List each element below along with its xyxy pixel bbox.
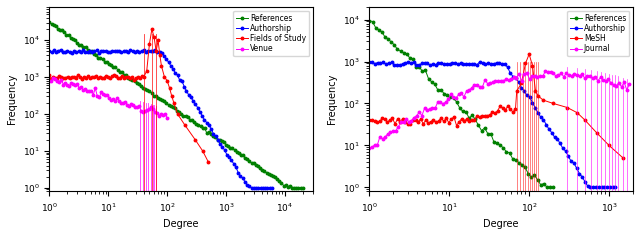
Line: Authorship: Authorship	[368, 60, 616, 189]
References	[549, 186, 557, 189]
Authorship	[255, 186, 262, 189]
Authorship	[440, 63, 448, 66]
Fields of Study	[205, 161, 212, 164]
References	[425, 77, 433, 80]
References	[45, 21, 53, 24]
Authorship	[575, 172, 583, 175]
References	[419, 70, 426, 73]
References	[99, 58, 106, 61]
Authorship	[45, 49, 53, 52]
References	[397, 50, 404, 52]
MeSH	[549, 102, 557, 105]
Authorship	[399, 62, 406, 65]
Authorship	[537, 116, 545, 119]
X-axis label: Degree: Degree	[163, 219, 199, 229]
Authorship	[604, 186, 611, 189]
MeSH	[620, 156, 627, 159]
Fields of Study	[45, 74, 53, 77]
References	[246, 159, 253, 162]
Venue	[122, 100, 129, 103]
References	[220, 140, 228, 143]
Line: References: References	[48, 21, 304, 189]
MeSH	[458, 118, 465, 120]
Authorship	[587, 186, 595, 189]
Line: Authorship: Authorship	[48, 48, 273, 189]
Fields of Study	[148, 28, 156, 31]
Authorship	[570, 162, 578, 164]
Venue	[163, 116, 171, 119]
Venue	[68, 82, 76, 84]
References	[186, 118, 194, 121]
References	[299, 186, 307, 189]
References	[288, 186, 296, 189]
Venue	[45, 79, 53, 82]
Authorship	[180, 85, 188, 88]
Journal	[520, 73, 528, 76]
Venue	[86, 90, 93, 93]
X-axis label: Degree: Degree	[483, 219, 519, 229]
Journal	[541, 70, 549, 72]
MeSH	[522, 62, 529, 65]
Venue	[49, 77, 57, 80]
Legend: References, Authorship, MeSH, Journal: References, Authorship, MeSH, Journal	[567, 11, 629, 56]
Fields of Study	[173, 113, 181, 115]
Authorship	[90, 50, 98, 53]
References	[292, 186, 300, 189]
MeSH	[532, 89, 540, 92]
References	[365, 19, 373, 22]
Authorship	[365, 60, 373, 63]
MeSH	[525, 53, 533, 55]
Y-axis label: Frequency: Frequency	[7, 74, 17, 124]
Journal	[607, 81, 615, 84]
Venue	[77, 86, 85, 88]
Line: Venue: Venue	[48, 77, 168, 119]
Fields of Study	[86, 76, 93, 79]
MeSH	[406, 122, 414, 125]
Line: Fields of Study: Fields of Study	[48, 28, 209, 163]
Authorship	[57, 48, 65, 51]
Line: MeSH: MeSH	[368, 53, 625, 159]
Line: References: References	[368, 19, 554, 189]
Journal	[615, 81, 623, 84]
MeSH	[365, 118, 373, 121]
References	[481, 126, 488, 129]
References	[412, 66, 420, 68]
Y-axis label: Frequency: Frequency	[327, 74, 337, 124]
Authorship	[99, 50, 107, 53]
Authorship	[248, 186, 255, 189]
Journal	[415, 111, 423, 114]
References	[428, 80, 436, 83]
Authorship	[163, 58, 170, 60]
References	[543, 186, 551, 189]
Line: Journal: Journal	[368, 70, 630, 150]
Journal	[365, 147, 373, 150]
Venue	[88, 89, 95, 92]
Journal	[426, 107, 434, 110]
References	[114, 68, 122, 71]
Legend: References, Authorship, Fields of Study, Venue: References, Authorship, Fields of Study,…	[233, 11, 309, 56]
Journal	[499, 79, 507, 82]
Fields of Study	[77, 77, 85, 80]
Fields of Study	[56, 75, 63, 78]
Authorship	[268, 186, 276, 189]
Journal	[625, 83, 633, 85]
Authorship	[611, 186, 619, 189]
MeSH	[427, 120, 435, 123]
Fields of Study	[152, 50, 160, 53]
Fields of Study	[102, 74, 109, 77]
Authorship	[261, 186, 269, 189]
Venue	[81, 88, 89, 91]
